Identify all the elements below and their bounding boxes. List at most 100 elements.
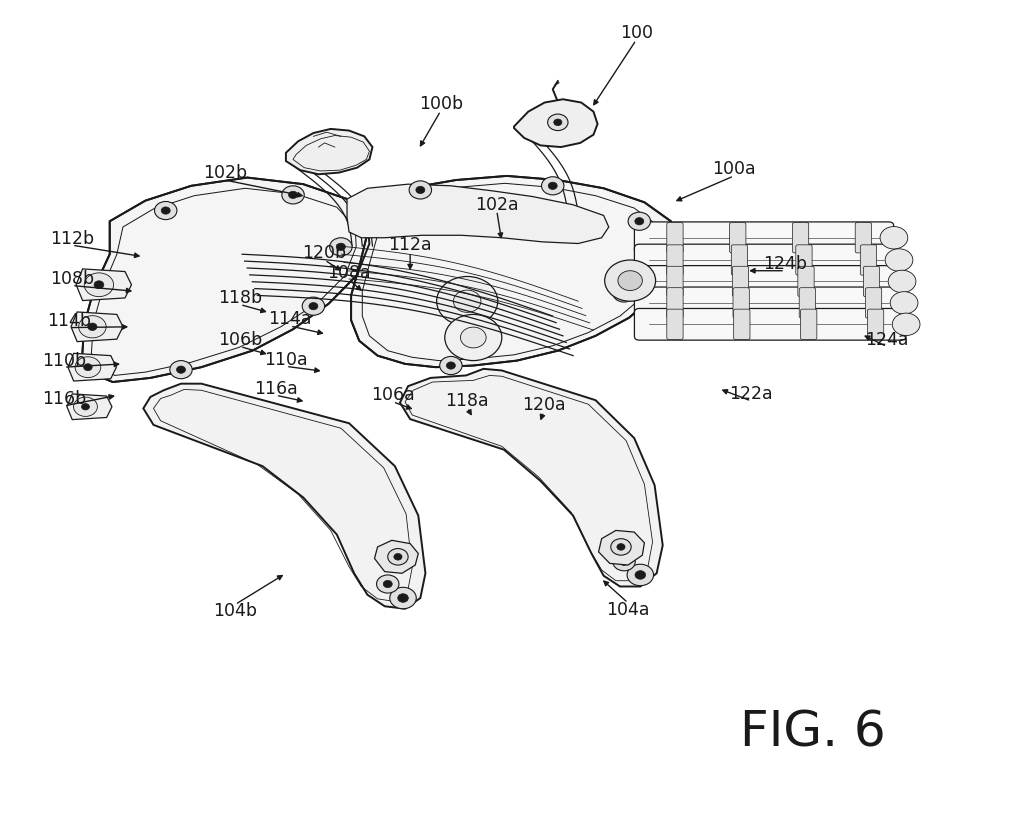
Circle shape [436,276,498,326]
Circle shape [330,237,352,256]
Polygon shape [400,369,663,587]
Text: 112a: 112a [388,237,432,254]
Circle shape [885,249,912,271]
FancyBboxPatch shape [731,245,748,276]
FancyBboxPatch shape [801,309,817,339]
Circle shape [75,357,100,378]
Circle shape [548,114,568,130]
Circle shape [84,273,114,296]
Text: 108a: 108a [328,264,371,282]
Text: 114a: 114a [268,310,311,329]
Text: 102b: 102b [203,164,247,183]
Text: 100b: 100b [419,95,463,113]
Circle shape [94,281,103,289]
Text: 108b: 108b [50,270,94,288]
Text: 112b: 112b [50,230,94,247]
Text: 116b: 116b [42,390,86,408]
Text: 106a: 106a [371,386,415,404]
Polygon shape [82,178,370,382]
FancyBboxPatch shape [865,288,882,318]
Circle shape [82,403,89,410]
Circle shape [635,571,645,579]
Circle shape [302,297,325,315]
Circle shape [390,588,417,608]
FancyBboxPatch shape [855,222,871,253]
FancyBboxPatch shape [732,266,749,296]
Circle shape [627,564,653,586]
Circle shape [383,580,392,588]
Polygon shape [351,176,680,367]
FancyBboxPatch shape [733,288,750,318]
Text: 120a: 120a [522,396,565,414]
Text: 104b: 104b [213,603,257,620]
Circle shape [88,323,97,330]
Polygon shape [143,383,425,608]
Polygon shape [347,184,608,243]
FancyBboxPatch shape [635,287,904,319]
Circle shape [337,243,345,251]
Text: 110a: 110a [264,351,308,369]
FancyBboxPatch shape [635,244,899,276]
Circle shape [74,397,97,417]
Text: 116a: 116a [254,379,298,398]
FancyBboxPatch shape [635,266,902,297]
Circle shape [394,554,402,560]
Circle shape [176,366,185,374]
Circle shape [628,212,650,230]
Text: 104a: 104a [606,601,650,618]
FancyBboxPatch shape [667,266,683,296]
Circle shape [612,553,635,571]
Circle shape [635,217,644,225]
FancyBboxPatch shape [667,222,683,253]
Circle shape [454,290,481,312]
Circle shape [377,575,399,593]
Circle shape [888,271,915,293]
Polygon shape [599,530,644,565]
Circle shape [444,315,502,360]
Circle shape [620,558,629,565]
Circle shape [605,260,655,301]
Text: 120b: 120b [302,244,347,262]
Circle shape [170,360,193,378]
Text: 102a: 102a [475,196,518,214]
Polygon shape [68,354,117,381]
Text: 100a: 100a [713,160,756,178]
FancyBboxPatch shape [863,266,880,296]
FancyBboxPatch shape [796,245,812,276]
FancyBboxPatch shape [867,309,884,339]
Circle shape [620,290,629,296]
Circle shape [542,177,564,195]
Circle shape [84,364,92,371]
Circle shape [554,119,562,125]
FancyBboxPatch shape [667,245,683,276]
Circle shape [890,291,918,314]
Polygon shape [71,312,123,342]
Circle shape [439,356,462,374]
Circle shape [289,191,298,198]
Circle shape [155,202,177,220]
Circle shape [79,315,106,338]
Circle shape [461,327,486,348]
Polygon shape [514,100,598,147]
FancyBboxPatch shape [860,245,877,276]
Polygon shape [375,540,418,574]
Text: 118b: 118b [218,289,262,307]
Text: 122a: 122a [729,385,773,403]
Text: 124a: 124a [865,331,908,349]
Polygon shape [76,269,131,300]
Text: FIG. 6: FIG. 6 [739,709,886,756]
Circle shape [309,303,317,310]
Circle shape [548,182,557,189]
Text: 106b: 106b [218,331,262,349]
Circle shape [410,181,431,199]
Circle shape [617,271,642,290]
FancyBboxPatch shape [635,309,906,340]
Text: 124b: 124b [763,255,807,273]
Circle shape [616,544,625,550]
Circle shape [446,362,456,369]
Circle shape [397,593,409,603]
Text: 100: 100 [620,24,652,42]
FancyBboxPatch shape [793,222,809,253]
Text: 110b: 110b [42,352,86,369]
Circle shape [161,207,170,214]
